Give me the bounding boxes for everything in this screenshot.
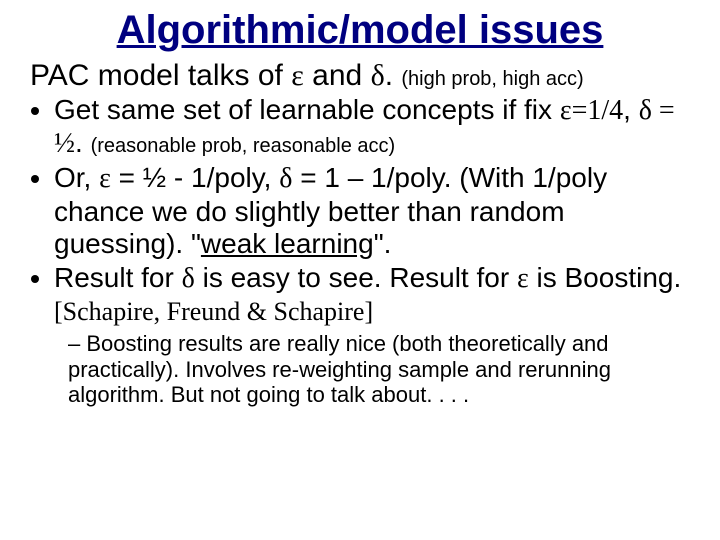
and-word: and	[304, 59, 371, 92]
sub-bullet-list: Boosting results are really nice (both t…	[30, 331, 690, 407]
b1-comma: ,	[623, 94, 639, 125]
title-text: Algorithmic/model issues	[117, 8, 604, 52]
bullet-1: Get same set of learnable concepts if fi…	[54, 94, 690, 160]
bullet-list: Get same set of learnable concepts if fi…	[30, 94, 690, 327]
slide-title: Algorithmic/model issues	[30, 8, 690, 53]
subtitle-prefix: PAC model talks of	[30, 59, 291, 92]
b2-delta: δ	[279, 163, 292, 194]
bullet-3: Result for δ is easy to see. Result for …	[54, 262, 690, 327]
b2-b: = ½ - 1/poly,	[111, 162, 279, 193]
b3-delta: δ	[182, 263, 195, 294]
b3-eps: ε	[517, 263, 529, 294]
b3-a: Result for	[54, 262, 182, 293]
b1-text: Get same set of learnable concepts if fi…	[54, 94, 560, 125]
b1-eps: ε=1/4	[560, 95, 623, 126]
epsilon: ε	[291, 59, 304, 92]
subtitle-suffix: (high prob, high acc)	[401, 68, 583, 90]
b1-period: .	[75, 127, 91, 158]
b3-c: is Boosting.	[529, 262, 682, 293]
bullet-2: Or, ε = ½ - 1/poly, δ = 1 – 1/poly. (Wit…	[54, 162, 690, 260]
b2-weak: weak learning	[201, 228, 374, 259]
b3-cite: [Schapire, Freund & Schapire]	[54, 297, 373, 326]
b1-reason: (reasonable prob, reasonable acc)	[91, 135, 396, 157]
subtitle: PAC model talks of ε and δ. (high prob, …	[30, 59, 690, 92]
b2-d: ".	[374, 228, 392, 259]
sub-bullet: Boosting results are really nice (both t…	[68, 331, 690, 407]
period: .	[385, 59, 402, 92]
delta: δ	[371, 59, 385, 92]
b2-eps: ε	[99, 163, 111, 194]
b3-b: is easy to see. Result for	[195, 262, 517, 293]
slide: Algorithmic/model issues PAC model talks…	[0, 0, 720, 540]
sub-bullet-text: Boosting results are really nice (both t…	[68, 331, 611, 407]
b2-a: Or,	[54, 162, 99, 193]
